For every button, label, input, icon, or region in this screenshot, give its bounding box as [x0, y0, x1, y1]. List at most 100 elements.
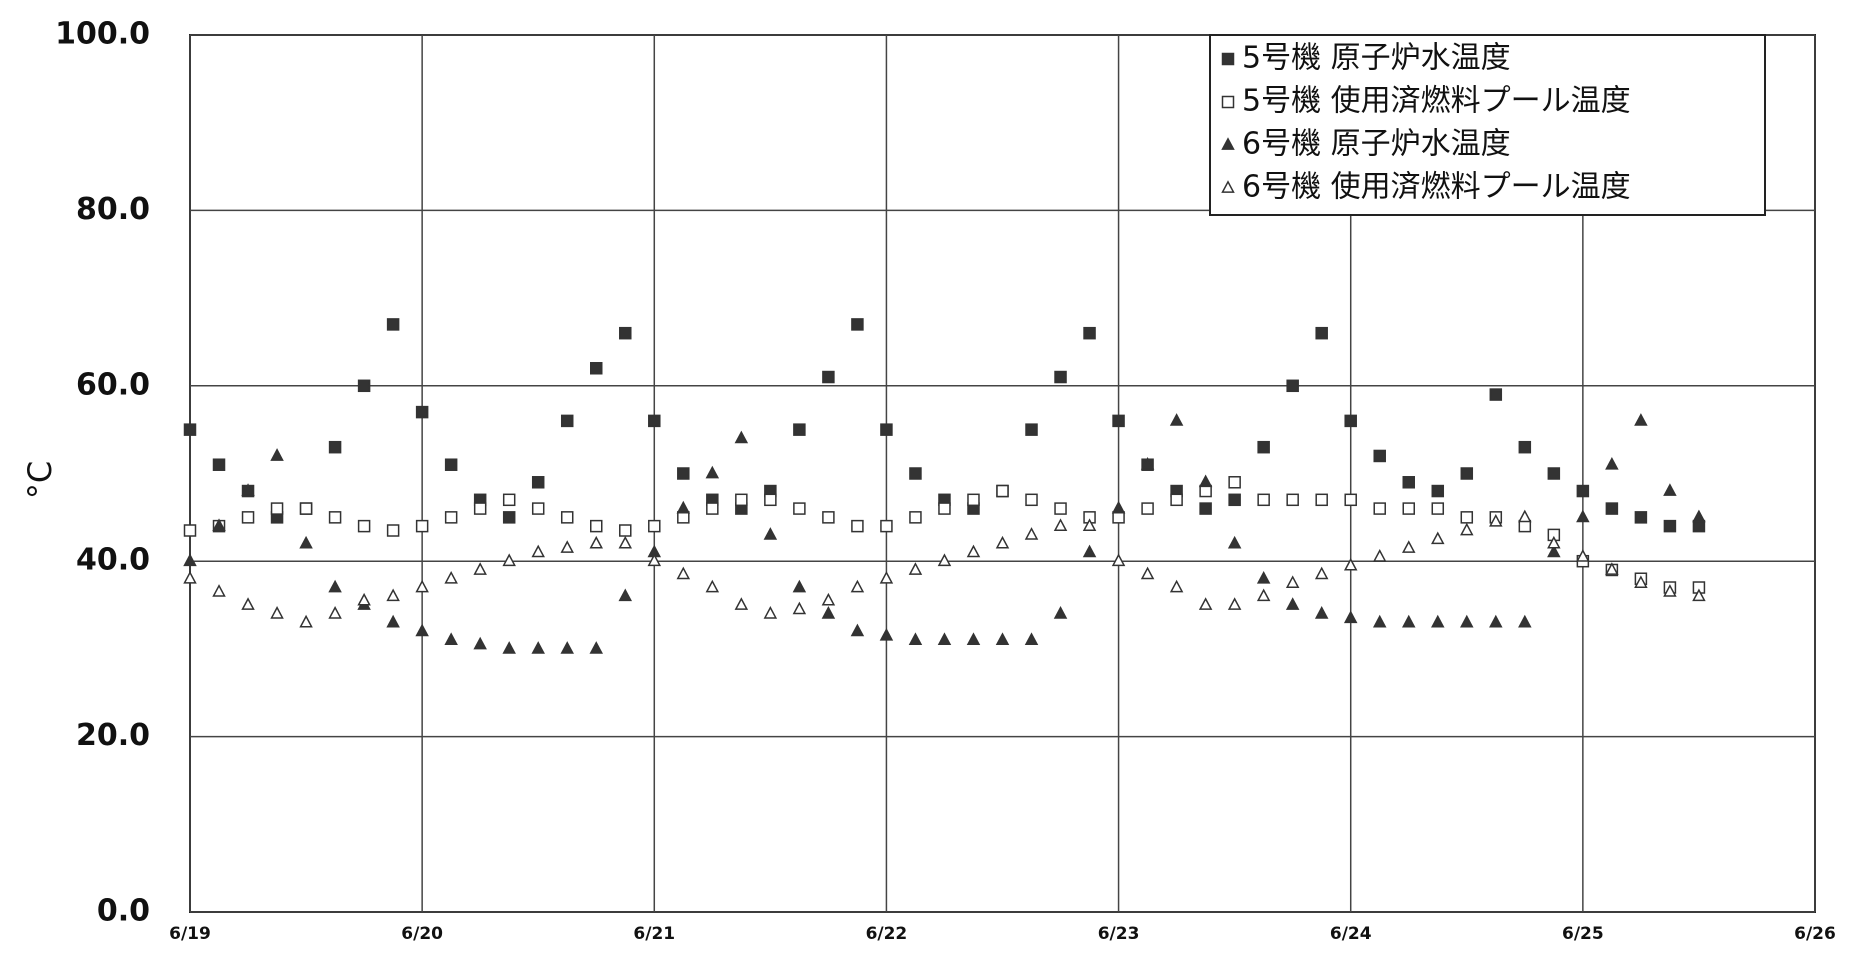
x-tick-label: 6/20	[401, 924, 443, 944]
marker	[473, 502, 487, 515]
y-tick-label: 100.0	[55, 17, 150, 52]
marker	[560, 511, 574, 524]
marker	[1025, 423, 1038, 436]
marker	[1547, 535, 1561, 549]
marker	[444, 458, 458, 471]
marker	[589, 535, 603, 549]
marker	[1692, 509, 1706, 523]
marker	[763, 606, 778, 619]
marker	[1663, 483, 1677, 496]
marker	[879, 570, 894, 584]
marker	[590, 519, 603, 533]
marker	[1024, 632, 1039, 646]
marker	[473, 636, 487, 650]
marker	[1228, 493, 1241, 507]
marker	[1170, 493, 1183, 507]
marker	[850, 623, 865, 637]
marker	[1634, 511, 1648, 524]
marker	[1315, 326, 1328, 340]
legend-label: 6号機 原子炉水温度	[1242, 127, 1511, 162]
marker	[241, 483, 255, 496]
marker	[531, 544, 545, 558]
marker	[1460, 614, 1474, 628]
y-tick-label: 60.0	[76, 367, 150, 402]
marker	[1402, 502, 1415, 515]
marker	[1053, 518, 1068, 531]
marker	[1344, 493, 1357, 507]
marker	[1286, 493, 1299, 507]
marker	[415, 579, 429, 593]
marker	[967, 493, 980, 507]
marker	[647, 553, 662, 567]
marker	[1372, 549, 1387, 562]
marker	[444, 570, 458, 584]
legend-label: 5号機 使用済燃料プール温度	[1242, 84, 1631, 119]
marker	[1518, 614, 1532, 628]
marker	[1024, 527, 1039, 540]
marker	[1460, 522, 1474, 536]
marker	[648, 519, 661, 533]
marker	[502, 641, 516, 654]
marker	[1169, 579, 1184, 593]
marker	[212, 518, 226, 531]
marker	[1576, 549, 1590, 562]
marker	[386, 614, 400, 628]
marker	[357, 592, 371, 606]
marker	[415, 519, 429, 533]
marker	[502, 493, 516, 507]
marker	[1286, 379, 1299, 393]
marker	[183, 570, 197, 584]
x-tick-label: 6/24	[1330, 924, 1372, 944]
marker	[1489, 388, 1503, 401]
marker	[821, 592, 836, 606]
marker	[966, 632, 981, 646]
marker	[444, 632, 458, 646]
marker	[1663, 584, 1677, 597]
x-tick-label: 6/25	[1562, 924, 1604, 944]
marker	[734, 430, 749, 444]
marker	[793, 502, 806, 515]
marker	[1221, 180, 1235, 193]
marker	[619, 524, 632, 537]
marker	[1634, 575, 1648, 588]
marker	[908, 632, 923, 646]
marker	[1112, 511, 1125, 524]
marker	[676, 500, 691, 514]
marker	[1140, 456, 1155, 470]
marker	[473, 562, 487, 575]
marker	[1221, 137, 1235, 150]
marker	[1605, 502, 1619, 515]
marker	[531, 502, 545, 515]
marker	[763, 527, 778, 540]
marker	[618, 535, 633, 549]
legend-box	[1209, 34, 1766, 216]
y-tick-label: 20.0	[76, 718, 150, 753]
marker	[270, 448, 284, 461]
marker	[821, 606, 836, 619]
marker	[734, 597, 749, 610]
marker	[996, 484, 1009, 498]
marker	[1343, 610, 1358, 624]
marker	[1634, 413, 1648, 426]
marker	[909, 467, 922, 480]
marker	[1518, 519, 1532, 533]
marker	[1199, 502, 1212, 515]
marker	[1025, 493, 1038, 507]
marker	[705, 465, 720, 479]
marker	[386, 524, 400, 537]
marker	[590, 362, 603, 375]
marker	[648, 414, 661, 428]
marker	[357, 519, 371, 533]
marker	[415, 623, 429, 637]
marker	[1518, 509, 1532, 523]
marker	[1315, 493, 1328, 507]
marker	[502, 553, 516, 567]
marker	[619, 326, 632, 340]
marker	[1314, 606, 1329, 619]
marker	[1489, 513, 1503, 527]
marker	[1140, 566, 1155, 580]
marker	[1111, 553, 1126, 567]
marker	[183, 553, 197, 567]
marker	[1082, 544, 1097, 558]
marker	[909, 511, 922, 524]
